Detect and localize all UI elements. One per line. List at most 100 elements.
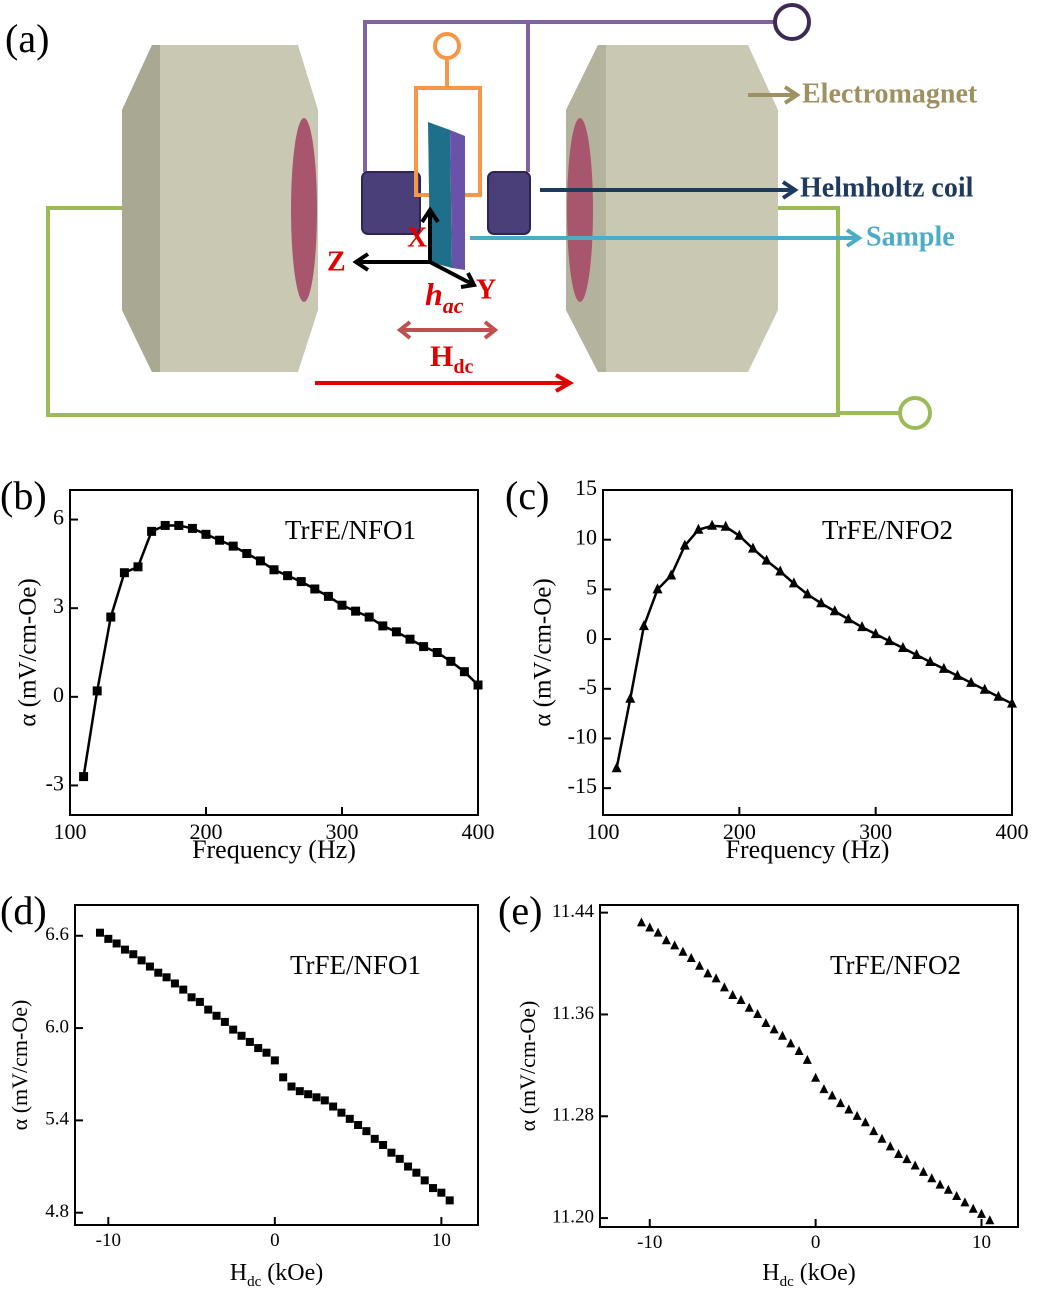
marker — [869, 1126, 879, 1136]
marker — [395, 1154, 404, 1163]
y-axis-label: α (mV/cm-Oe) — [7, 1000, 32, 1131]
pole-face — [567, 118, 593, 302]
y-tick-label: -5 — [579, 674, 597, 699]
marker — [960, 1197, 970, 1207]
x-axis-label: Hdc (kOe) — [230, 1260, 323, 1290]
x-tick-label: 100 — [54, 819, 87, 844]
x-axis-label-rest: (kOe) — [800, 1260, 856, 1286]
marker — [844, 1104, 854, 1114]
marker — [420, 1176, 429, 1185]
x-tick-label: -10 — [637, 1232, 662, 1253]
marker — [459, 667, 469, 677]
marker — [220, 1017, 229, 1026]
annotation: TrFE/NFO2 — [830, 950, 961, 980]
x-tick-label: 400 — [462, 819, 495, 844]
marker — [255, 556, 265, 566]
marker — [445, 1196, 454, 1205]
panel-label: (e) — [498, 888, 542, 933]
marker — [187, 523, 197, 533]
y-tick-label: -10 — [568, 724, 597, 749]
marker — [154, 968, 163, 977]
marker — [636, 917, 646, 927]
y-tick-label: 3 — [53, 593, 64, 618]
marker — [296, 577, 306, 587]
marker — [95, 928, 104, 937]
marker — [215, 535, 225, 545]
label-main: H — [430, 340, 453, 373]
marker — [133, 562, 143, 572]
marker — [652, 583, 663, 594]
marker — [429, 1184, 438, 1193]
marker — [312, 1093, 321, 1102]
marker — [412, 1168, 421, 1177]
marker — [852, 1110, 862, 1120]
marker — [611, 762, 622, 773]
y-tick-label: 0 — [53, 682, 64, 707]
marker — [106, 612, 116, 622]
marker — [337, 1108, 346, 1117]
marker — [836, 1098, 846, 1108]
marker — [391, 627, 401, 637]
marker — [179, 985, 188, 994]
chart-panel: (b) TrFE/NFO1 100 200 300 400 -3 0 3 6 α (mV/cm-Oe… — [0, 473, 495, 864]
data-line — [615, 524, 1013, 769]
marker — [625, 692, 636, 703]
marker — [345, 1114, 354, 1123]
panel-label: (a) — [5, 16, 49, 61]
x-tick-label: 10 — [432, 1230, 451, 1251]
plot-frame — [74, 904, 479, 1226]
marker — [952, 669, 963, 680]
marker — [977, 1208, 987, 1218]
pole-face — [291, 118, 317, 302]
y-tick-label: 5 — [586, 574, 597, 599]
sample-piece — [428, 122, 452, 268]
y-tick-label: -3 — [46, 771, 64, 796]
x-tick-label: 0 — [811, 1232, 821, 1253]
marker — [129, 950, 138, 959]
marker — [79, 772, 89, 782]
marker — [666, 569, 677, 580]
marker — [351, 606, 361, 616]
annotation: TrFE/NFO2 — [822, 515, 953, 545]
marker — [653, 927, 663, 937]
marker — [938, 662, 949, 673]
x-axis-label-rest: (kOe) — [267, 1260, 323, 1286]
x-tick-label: 10 — [972, 1232, 991, 1253]
marker — [711, 973, 721, 983]
x-axis-label-sub: dc — [780, 1274, 795, 1290]
marker — [860, 1117, 870, 1127]
marker — [310, 584, 320, 594]
helmholtz-coil — [361, 171, 531, 235]
marker — [362, 1127, 371, 1136]
y-axis-label: α (mV/cm-Oe) — [530, 578, 557, 726]
label: Hdc — [430, 340, 473, 378]
marker — [323, 591, 333, 601]
marker — [728, 989, 738, 999]
marker — [777, 1030, 787, 1040]
marker — [145, 962, 154, 971]
x-tick-label: -10 — [96, 1230, 121, 1251]
marker — [187, 993, 196, 1002]
y-tick-label: 5.4 — [45, 1109, 69, 1130]
y-tick-label: 11.20 — [552, 1206, 594, 1227]
marker — [119, 568, 129, 578]
marker — [902, 1154, 912, 1164]
marker — [104, 934, 113, 943]
chart-panel: (d) TrFE/NFO1 -10 0 10 4.8 5.4 6.0 6.6 α (mV/cm-O… — [0, 888, 479, 1290]
x-tick-label: 200 — [190, 819, 223, 844]
marker — [993, 690, 1004, 701]
marker — [918, 1166, 928, 1176]
marker — [816, 597, 827, 608]
marker — [935, 1179, 945, 1189]
marker — [827, 1090, 837, 1100]
plot-frame — [69, 489, 479, 816]
marker — [670, 940, 680, 950]
marker — [819, 1084, 829, 1094]
y-tick-label: 4.8 — [45, 1201, 69, 1222]
marker — [788, 577, 799, 588]
y-tick-label: 6.0 — [45, 1016, 69, 1037]
y-tick-label: 10 — [575, 525, 597, 550]
marker — [703, 968, 713, 978]
marker — [370, 1134, 379, 1143]
y-axis-label: α (mV/cm-Oe) — [515, 1001, 540, 1132]
